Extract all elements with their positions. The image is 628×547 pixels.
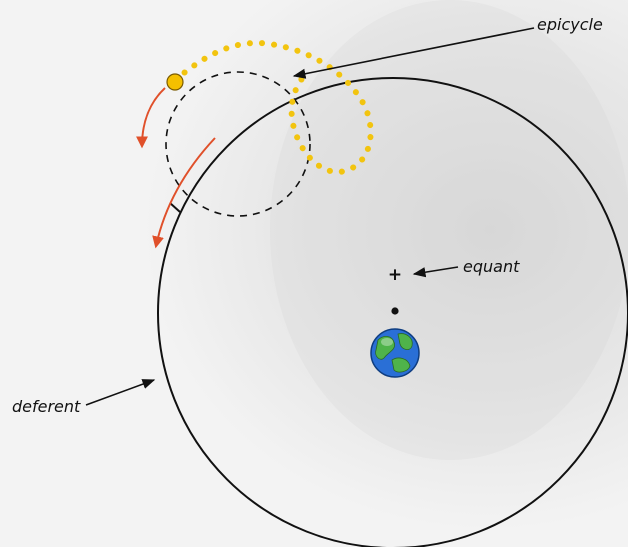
epicycle-motion-arrow — [136, 87, 166, 149]
deferent-motion-arrow — [152, 137, 216, 249]
equant-label: equant — [463, 257, 520, 276]
epicycle-circle — [165, 71, 311, 217]
deferent-label: deferent — [12, 397, 81, 416]
deferent-circle — [157, 77, 628, 547]
background-shading — [270, 0, 628, 460]
epicycle-pointer-arrow — [292, 27, 535, 79]
planet-icon — [166, 73, 184, 91]
equant-mark: + — [388, 265, 402, 285]
deferent-center-dot — [391, 307, 399, 315]
epicycle-deferent-connector — [169, 202, 181, 213]
planet-path — [172, 40, 374, 175]
deferent-pointer-arrow — [85, 379, 156, 406]
equant-pointer-arrow — [412, 266, 459, 278]
earth-icon — [370, 328, 420, 378]
epicycle-label: epicycle — [537, 15, 603, 34]
